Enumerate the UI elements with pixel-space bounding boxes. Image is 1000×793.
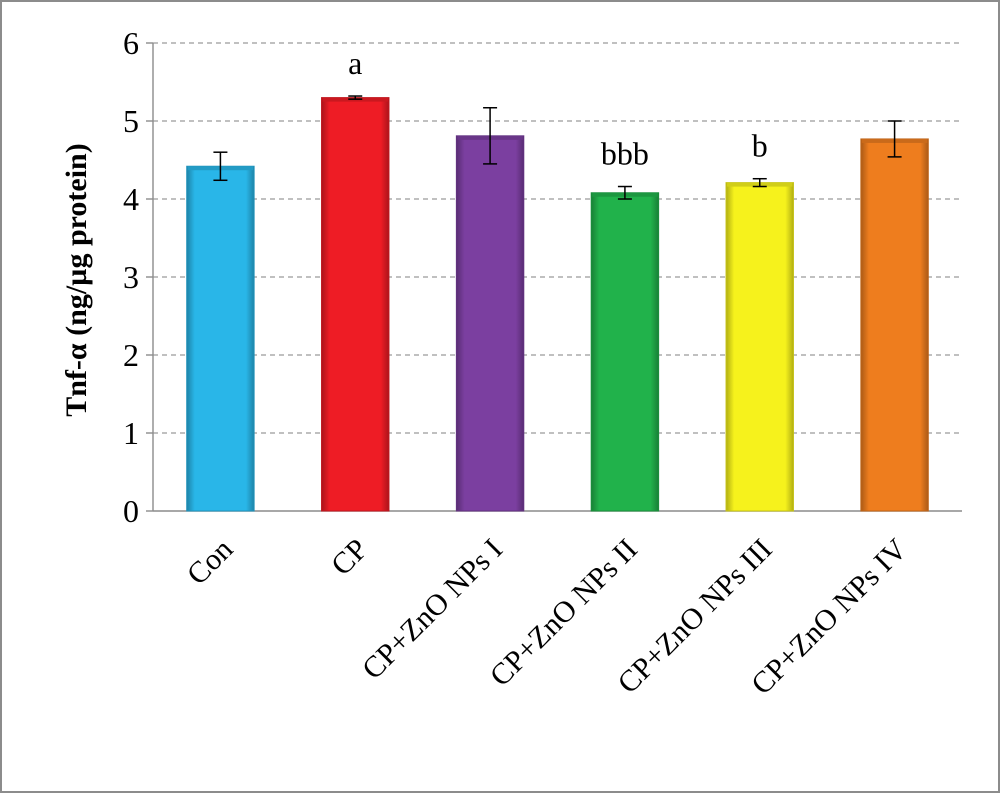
bar-0 xyxy=(186,165,255,512)
y-tick-label: 1 xyxy=(123,415,139,451)
category-label-2: CP+ZnO NPs I xyxy=(356,533,509,686)
category-label-1: CP xyxy=(325,533,374,582)
error-bars xyxy=(213,95,902,200)
error-bar-3 xyxy=(617,185,632,200)
error-bar-5 xyxy=(887,120,902,158)
bars xyxy=(186,97,929,512)
significance-label-4: b xyxy=(752,128,768,164)
axes xyxy=(146,42,962,512)
y-tick-label: 4 xyxy=(123,181,139,217)
y-tick-label: 2 xyxy=(123,337,139,373)
bar-3 xyxy=(590,192,660,512)
significance-label-1: a xyxy=(348,45,362,81)
y-tick-label: 3 xyxy=(123,259,139,295)
category-label-0: Con xyxy=(181,533,240,592)
grid-lines xyxy=(153,42,962,434)
bar-4 xyxy=(725,182,794,512)
error-bar-2 xyxy=(483,106,498,165)
bar-1 xyxy=(321,97,390,512)
y-tick-labels: 0 1 2 3 4 5 6 xyxy=(123,25,139,529)
y-axis-title: Tnf-α (ng/µg protein) xyxy=(60,143,93,417)
y-tick-label: 0 xyxy=(123,493,139,529)
error-bar-4 xyxy=(752,177,767,188)
y-tick-label: 5 xyxy=(123,103,139,139)
y-tick-label: 6 xyxy=(123,25,139,61)
error-bar-0 xyxy=(213,151,228,182)
bar-5 xyxy=(860,138,929,512)
significance-label-3: bbb xyxy=(601,136,649,172)
error-bar-1 xyxy=(348,95,363,100)
bar-2 xyxy=(455,135,525,512)
